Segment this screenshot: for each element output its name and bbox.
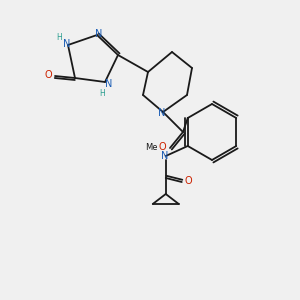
Text: H: H bbox=[99, 88, 105, 98]
Text: N: N bbox=[158, 108, 166, 118]
Text: O: O bbox=[158, 142, 166, 152]
Text: N: N bbox=[63, 39, 71, 49]
Text: N: N bbox=[105, 79, 113, 89]
Text: N: N bbox=[95, 29, 103, 39]
Text: O: O bbox=[44, 70, 52, 80]
Text: O: O bbox=[185, 176, 193, 186]
Text: H: H bbox=[56, 32, 62, 41]
Text: Me: Me bbox=[146, 143, 158, 152]
Text: N: N bbox=[161, 151, 168, 161]
